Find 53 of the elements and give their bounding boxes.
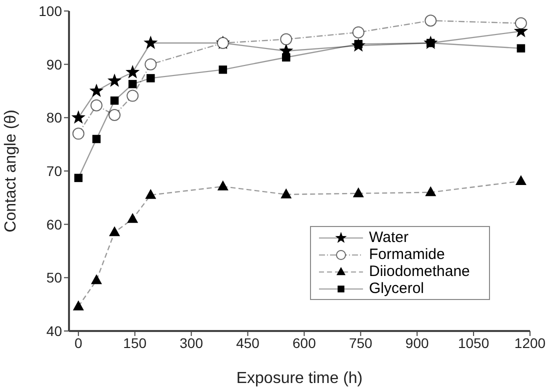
point	[90, 99, 102, 112]
point	[146, 74, 155, 82]
point	[352, 26, 364, 38]
x-tick-label: 0	[74, 334, 83, 351]
point	[145, 188, 156, 199]
x-tick-label: 600	[292, 334, 316, 351]
point	[516, 44, 526, 52]
x-tick-label: 300	[180, 334, 204, 351]
y-tick-label: 90	[46, 56, 62, 72]
x-tick-label: 450	[236, 334, 260, 351]
legend-label: Water	[369, 229, 408, 246]
legend-label: Formamide	[369, 246, 445, 263]
point	[144, 36, 158, 50]
point	[92, 134, 101, 144]
point	[90, 274, 102, 284]
point	[514, 17, 527, 30]
point	[72, 300, 84, 310]
point	[110, 96, 119, 105]
point	[280, 33, 292, 46]
legend-label: Diiodomethane	[369, 263, 470, 280]
point	[280, 188, 292, 198]
x-tick-label: 1200	[514, 334, 546, 351]
x-tick-label: 900	[405, 334, 429, 351]
point	[515, 175, 526, 185]
x-tick-label: 150	[123, 334, 147, 351]
y-tick-label: 70	[46, 162, 62, 179]
legend-label: Glycerol	[369, 280, 424, 297]
y-tick-label: 60	[46, 216, 62, 232]
point	[126, 90, 139, 102]
y-tick-label: 100	[38, 2, 62, 19]
y-tick-label: 80	[46, 110, 62, 126]
point	[352, 187, 364, 198]
point	[126, 64, 140, 78]
point	[128, 80, 137, 88]
point	[425, 186, 436, 196]
point	[107, 73, 122, 87]
point	[74, 174, 83, 182]
point	[424, 14, 437, 27]
point	[144, 58, 157, 70]
point	[109, 226, 120, 236]
x-tick-label: 1050	[458, 334, 490, 351]
x-axis-title: Exposure time (h)	[236, 370, 363, 387]
point	[282, 53, 290, 62]
y-tick-label: 50	[46, 270, 62, 286]
y-tick-label: 40	[46, 322, 62, 339]
point	[218, 66, 228, 74]
x-tick-label: 750	[348, 334, 373, 351]
point	[127, 212, 138, 223]
y-axis-title: Contact angle (θ)	[2, 110, 20, 232]
point	[217, 180, 228, 190]
point	[108, 109, 121, 121]
point	[71, 110, 86, 124]
point	[89, 84, 104, 98]
